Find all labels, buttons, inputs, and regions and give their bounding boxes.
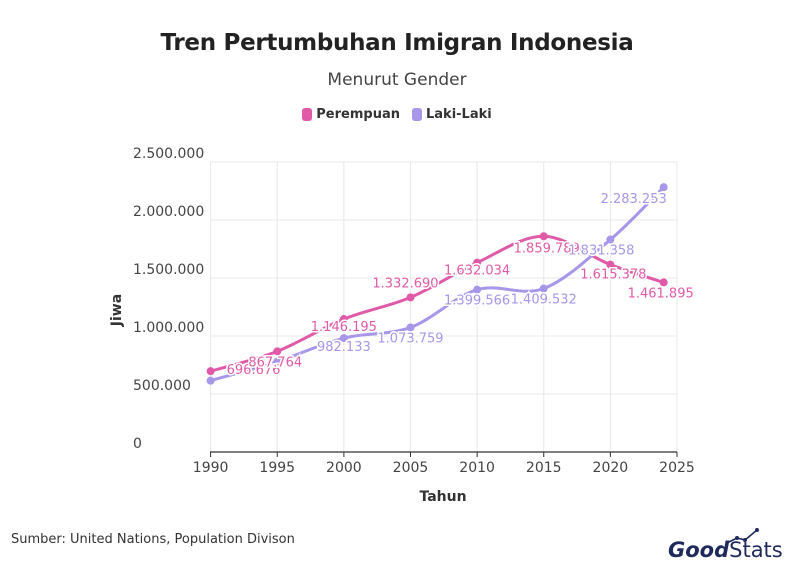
legend-swatch-laki-laki (412, 108, 422, 121)
data-label-laki-laki: 982.133 (317, 340, 371, 355)
data-label-perempuan: 1.332.690 (372, 276, 438, 291)
data-point-perempuan (606, 260, 615, 269)
y-tick-label: 1.500.000 (133, 262, 204, 278)
y-tick-label: 2.000.000 (133, 204, 204, 220)
data-label-laki-laki: 1.831.358 (568, 244, 634, 259)
grid-layer (210, 161, 678, 452)
y-tick-label: 2.500.000 (133, 146, 204, 162)
data-point-perempuan (206, 367, 215, 376)
y-tick-label: 1.000.000 (133, 320, 204, 336)
data-point-perempuan (339, 315, 348, 324)
series-layer (206, 183, 668, 385)
logo-stats: Stats (729, 538, 783, 562)
x-tick-label: 2025 (659, 460, 695, 476)
data-point-laki-laki (206, 376, 215, 385)
data-point-perempuan (406, 293, 415, 302)
x-tick-label: 2010 (459, 460, 495, 476)
y-tick-label: 0 (133, 436, 142, 452)
logo-good: Good (668, 538, 730, 562)
source-note: Sumber: United Nations, Population Divis… (11, 532, 295, 547)
chart-subtitle: Menurut Gender (327, 70, 467, 90)
x-tick-label: 1995 (259, 460, 295, 476)
x-tick-label: 2015 (526, 460, 562, 476)
data-label-perempuan: 1.461.895 (628, 286, 694, 301)
x-axis-label: Tahun (419, 489, 466, 505)
x-tick-label: 2005 (393, 460, 429, 476)
x-tick-label: 1990 (193, 460, 229, 476)
chart-legend: Perempuan Laki-Laki (0, 107, 794, 122)
data-label-perempuan: 1.615.378 (580, 268, 646, 283)
chart-title: Tren Pertumbuhan Imigran Indonesia (160, 30, 634, 56)
data-point-laki-laki (473, 285, 482, 294)
data-label-laki-laki: 2.283.253 (601, 192, 667, 207)
data-point-perempuan (659, 278, 668, 287)
legend-swatch-perempuan (302, 108, 313, 121)
x-tick-label: 2000 (326, 460, 362, 476)
data-label-laki-laki: 1.399.566 (444, 294, 510, 309)
data-point-laki-laki (606, 235, 615, 244)
data-point-laki-laki (539, 284, 548, 293)
data-point-laki-laki (406, 323, 415, 332)
legend-label-perempuan: Perempuan (316, 107, 400, 122)
data-point-laki-laki (339, 334, 348, 343)
data-point-laki-laki (273, 357, 282, 366)
data-label-perempuan: 867.764 (248, 355, 302, 370)
data-label-laki-laki: 1.409.532 (511, 292, 577, 307)
data-point-perempuan (273, 347, 282, 356)
data-point-perempuan (473, 258, 482, 267)
legend-item-perempuan[interactable]: Perempuan (302, 107, 400, 122)
logo-chart-icon (726, 528, 759, 544)
y-axis-label: Jiwa (109, 294, 125, 327)
data-label-perempuan: 696.676 (227, 363, 281, 378)
data-label-perempuan: 1.146.195 (311, 320, 377, 335)
data-label-perempuan: 1.859.789 (514, 241, 580, 256)
x-tick-label: 2020 (593, 460, 629, 476)
legend-label-laki-laki: Laki-Laki (426, 107, 492, 122)
y-tick-label: 500.000 (133, 378, 191, 394)
data-label-laki-laki: 1.073.759 (377, 331, 443, 346)
data-point-perempuan (539, 232, 548, 241)
goodstats-logo: GoodStats (668, 538, 783, 562)
series-line-laki-laki (209, 185, 666, 383)
legend-item-laki-laki[interactable]: Laki-Laki (412, 107, 492, 122)
axis-layer: 0 500.000 1.000.000 1.500.000 2.000.000 2.500… (133, 146, 695, 476)
data-label-perempuan: 1.632.034 (444, 264, 510, 279)
series-line-perempuan (209, 234, 666, 373)
data-point-laki-laki (659, 183, 668, 192)
